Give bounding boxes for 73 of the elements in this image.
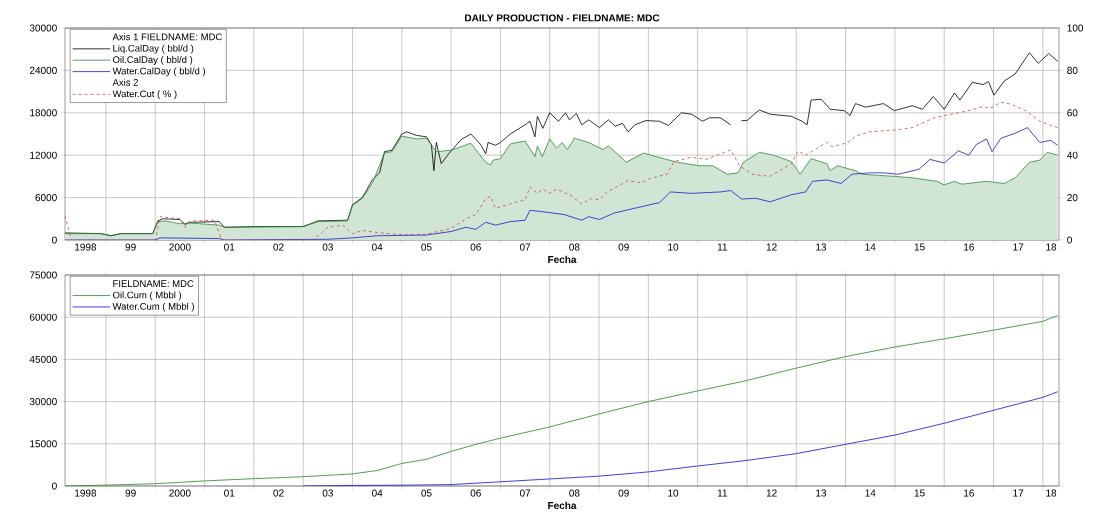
x-tick-label: 2000 [169, 243, 191, 251]
y-tick-label: 18000 [30, 109, 57, 117]
x-tick-label: 05 [421, 489, 432, 497]
y2-tick-label: 20 [1067, 194, 1078, 202]
chart-title: DAILY PRODUCTION - FIELDNAME: MDC [465, 14, 660, 22]
x-tick-label: 17 [1013, 243, 1024, 251]
x-tick-label: 12 [766, 489, 777, 497]
x-tick-label: 18 [1046, 489, 1057, 497]
legend-label: Water.Cut ( % ) [112, 90, 177, 100]
legend-label: Water.Cum ( Mbbl ) [112, 302, 194, 312]
x-tick-label: 12 [766, 243, 777, 251]
x-tick-label: 13 [816, 489, 827, 497]
x-tick-label: 06 [470, 243, 481, 251]
x-axis-title: Fecha [548, 255, 577, 264]
y-tick-label: 75000 [29, 271, 57, 279]
x-tick-label: 11 [717, 489, 728, 497]
x-tick-label: 2000 [169, 489, 191, 497]
legend-label: Oil.Cum ( Mbbl ) [113, 291, 182, 301]
legend-title: FIELDNAME: MDC [113, 280, 194, 287]
y-tick-label: 15000 [30, 440, 57, 448]
x-tick-label: 16 [964, 243, 974, 251]
x-tick-label: 02 [273, 489, 284, 497]
y2-tick-label: 40 [1067, 151, 1078, 159]
x-tick-label: 07 [519, 489, 531, 497]
x-tick-label: 06 [470, 489, 481, 497]
line-series [302, 391, 1059, 486]
x-tick-label: 16 [964, 489, 974, 497]
y-tick-label: 12000 [30, 151, 57, 159]
x-tick-label: 01 [224, 243, 235, 251]
x-tick-label: 10 [668, 243, 679, 251]
x-tick-label: 01 [224, 489, 235, 497]
x-tick-label: 08 [569, 243, 580, 251]
x-tick-label: 15 [914, 243, 925, 251]
y-tick-label: 60000 [29, 313, 57, 321]
y2-tick-label: 0 [1067, 236, 1072, 244]
x-tick-label: 02 [273, 243, 284, 251]
y-tick-label: 30000 [29, 398, 57, 406]
legend-label: Liq.CalDay ( bbl/d ) [113, 44, 194, 54]
x-tick-label: 03 [322, 489, 333, 497]
x-axis-title: Fecha [548, 501, 577, 510]
x-tick-label: 99 [125, 489, 136, 497]
x-tick-label: 1998 [75, 243, 97, 251]
x-tick-label: 07 [519, 243, 531, 251]
x-tick-label: 18 [1046, 243, 1057, 251]
legend-label: Oil.CalDay ( bbl/d ) [113, 56, 193, 65]
x-tick-label: 11 [717, 243, 728, 251]
x-tick-label: 13 [816, 243, 827, 251]
y-tick-label: 30000 [29, 24, 57, 32]
x-tick-label: 99 [125, 243, 136, 251]
x-tick-label: 09 [618, 243, 629, 251]
annotation: Axis 2 [112, 78, 138, 86]
y-tick-label: 24000 [29, 66, 57, 74]
x-tick-label: 1998 [75, 489, 97, 497]
legend-title: Axis 1 FIELDNAME: MDC [112, 33, 222, 41]
y-tick-label: 6000 [35, 194, 57, 202]
x-tick-label: 14 [865, 489, 876, 497]
y2-tick-label: 80 [1067, 66, 1078, 74]
x-tick-label: 09 [618, 489, 629, 497]
legend-label: Water.CalDay ( bbl/d ) [112, 67, 206, 77]
x-tick-label: 04 [371, 489, 383, 497]
x-tick-label: 08 [569, 489, 580, 497]
y2-tick-label: 100 [1067, 24, 1084, 32]
y-tick-label: 45000 [29, 355, 57, 363]
y2-tick-label: 60 [1067, 109, 1078, 117]
x-tick-label: 03 [322, 243, 333, 251]
x-tick-label: 05 [421, 243, 432, 251]
y-tick-label: 0 [52, 236, 57, 244]
y-tick-label: 0 [52, 482, 57, 490]
x-tick-label: 10 [668, 489, 679, 497]
x-tick-label: 14 [865, 243, 876, 251]
x-tick-label: 17 [1013, 489, 1024, 497]
x-tick-label: 04 [371, 243, 383, 251]
x-tick-label: 15 [914, 489, 925, 497]
